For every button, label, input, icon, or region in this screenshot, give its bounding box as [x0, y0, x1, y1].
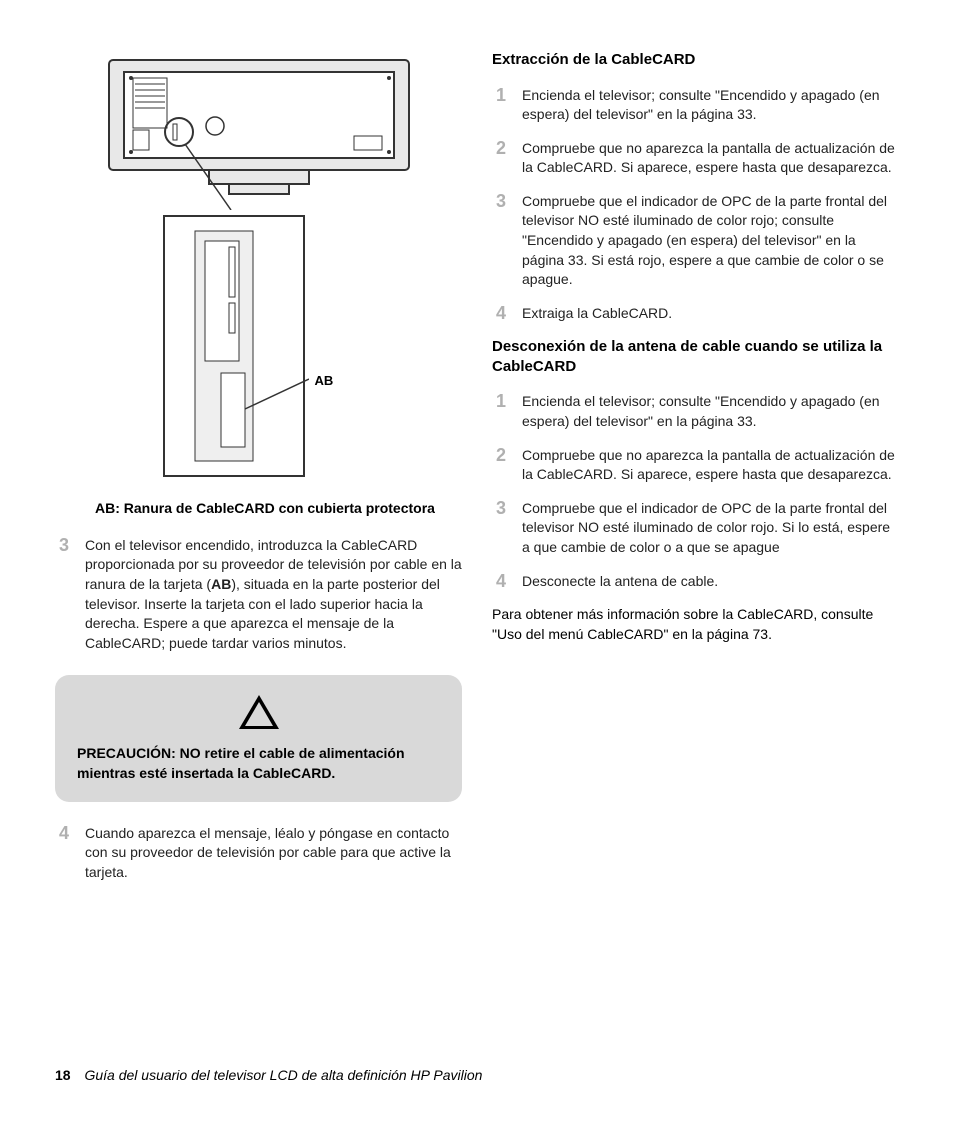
- page-number: 18: [55, 1067, 71, 1083]
- step-text: Extraiga la CableCARD.: [522, 305, 672, 321]
- step-text: Encienda el televisor; consulte "Encendi…: [522, 87, 880, 123]
- left-step-4: 4 Cuando aparezca el mensaje, léalo y pó…: [55, 824, 462, 883]
- diagram-caption: AB: Ranura de CableCARD con cubierta pro…: [95, 499, 462, 518]
- diagram-ab-label: AB: [315, 373, 334, 388]
- step-number: 1: [496, 389, 506, 414]
- step-text: Compruebe que el indicador de OPC de la …: [522, 500, 890, 555]
- list-item: 1 Encienda el televisor; consulte "Encend…: [492, 86, 899, 125]
- footer-text: Guía del usuario del televisor LCD de al…: [84, 1067, 482, 1083]
- step-number: 2: [496, 443, 506, 468]
- closing-paragraph: Para obtener más información sobre la Ca…: [492, 605, 899, 644]
- step-number: 3: [496, 189, 506, 214]
- heading-desconexion: Desconexión de la antena de cable cuando…: [492, 337, 899, 376]
- step-text: Compruebe que no aparezca la pantalla de…: [522, 140, 895, 176]
- caution-box: PRECAUCIÓN: NO retire el cable de alimen…: [55, 675, 462, 801]
- list-item: 1 Encienda el televisor; consulte "Encend…: [492, 392, 899, 431]
- step-text: Cuando aparezca el mensaje, léalo y póng…: [85, 825, 451, 880]
- list-item: 3 Compruebe que el indicador de OPC de la…: [492, 499, 899, 558]
- list-item: 4 Extraiga la CableCARD.: [492, 304, 899, 324]
- step-number: 3: [496, 496, 506, 521]
- step-number: 4: [496, 569, 506, 594]
- step-text-bold: AB: [211, 576, 231, 592]
- caution-text: PRECAUCIÓN: NO retire el cable de alimen…: [77, 744, 440, 783]
- step-number: 3: [59, 533, 69, 558]
- step-number: 2: [496, 136, 506, 161]
- tv-back-diagram: AB: [55, 50, 462, 481]
- step-text: Encienda el televisor; consulte "Encendi…: [522, 393, 880, 429]
- step-text: Compruebe que no aparezca la pantalla de…: [522, 447, 895, 483]
- heading-extraccion: Extracción de la CableCARD: [492, 50, 899, 70]
- step-number: 4: [496, 301, 506, 326]
- step-text: Desconecte la antena de cable.: [522, 573, 718, 589]
- list-item: 2 Compruebe que no aparezca la pantalla d…: [492, 139, 899, 178]
- step-text: Compruebe que el indicador de OPC de la …: [522, 193, 887, 287]
- warning-triangle-icon: [77, 695, 440, 734]
- step-number: 1: [496, 83, 506, 108]
- list-item: 4 Desconecte la antena de cable.: [492, 572, 899, 592]
- step-number: 4: [59, 821, 69, 846]
- left-step-3: 3 Con el televisor encendido, introduzca…: [55, 536, 462, 654]
- list-item: 2 Compruebe que no aparezca la pantalla d…: [492, 446, 899, 485]
- page-footer: 18 Guía del usuario del televisor LCD de…: [55, 1067, 482, 1083]
- list-item: 3 Compruebe que el indicador de OPC de la…: [492, 192, 899, 290]
